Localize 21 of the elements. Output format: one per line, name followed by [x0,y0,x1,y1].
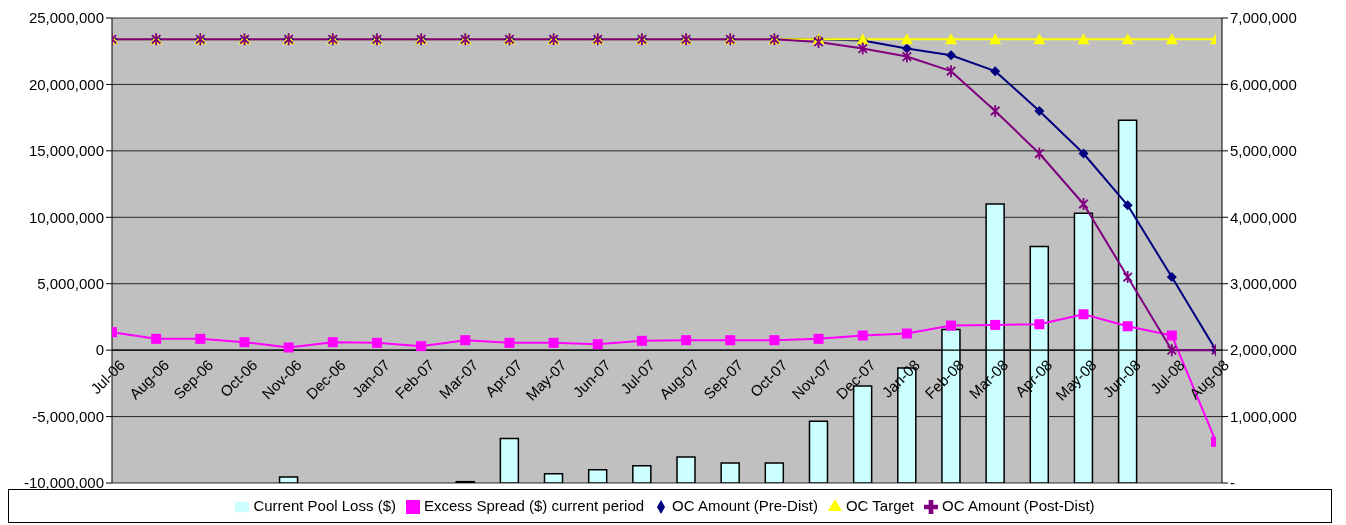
y-tick-label: -10,000,000 [23,474,104,492]
y2-tick-label: 5,000,000 [1230,142,1297,160]
legend-label: OC Amount (Post-Dist) [942,497,1095,514]
y2-tick-label: 6,000,000 [1230,75,1297,93]
y2-tick-label: - [1230,474,1235,492]
y-tick-label: 15,000,000 [28,142,104,160]
y-tick-label: 25,000,000 [28,9,104,27]
y-tick-label: 5,000,000 [37,275,104,293]
y-tick-label: 20,000,000 [28,75,104,93]
legend-label: Current Pool Loss ($) [253,497,396,514]
legend-label: Excess Spread ($) current period [423,497,645,514]
legend-label: OC Amount (Pre-Dist) [672,497,818,514]
y2-tick-label: 3,000,000 [1230,275,1297,293]
y2-tick-label: 7,000,000 [1230,9,1297,27]
legend-label: OC Target [845,497,915,514]
y-tick-label: 0 [95,341,104,359]
y-tick-label: -5,000,000 [32,407,104,425]
y2-tick-label: 1,000,000 [1230,407,1297,425]
y2-tick-label: 2,000,000 [1230,341,1297,359]
y-tick-label: 10,000,000 [28,208,104,226]
y2-tick-label: 4,000,000 [1230,208,1297,226]
